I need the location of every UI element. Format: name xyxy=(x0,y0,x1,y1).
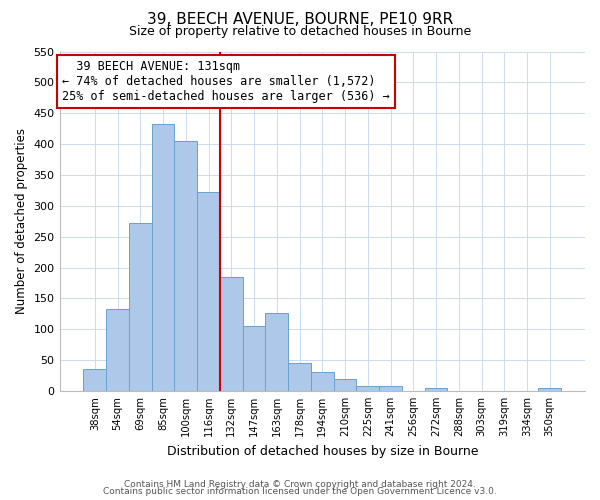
Bar xyxy=(83,370,106,391)
Text: Contains public sector information licensed under the Open Government Licence v3: Contains public sector information licen… xyxy=(103,488,497,496)
Bar xyxy=(175,141,197,391)
Text: Contains HM Land Registry data © Crown copyright and database right 2024.: Contains HM Land Registry data © Crown c… xyxy=(124,480,476,489)
Bar xyxy=(129,223,152,391)
Bar xyxy=(288,362,311,391)
Bar xyxy=(356,386,379,391)
Bar xyxy=(197,192,220,391)
Bar xyxy=(265,312,288,391)
Bar xyxy=(311,372,334,391)
Bar xyxy=(242,326,265,391)
Text: 39 BEECH AVENUE: 131sqm
← 74% of detached houses are smaller (1,572)
25% of semi: 39 BEECH AVENUE: 131sqm ← 74% of detache… xyxy=(62,60,390,103)
Text: 39, BEECH AVENUE, BOURNE, PE10 9RR: 39, BEECH AVENUE, BOURNE, PE10 9RR xyxy=(147,12,453,28)
Bar xyxy=(220,278,242,391)
X-axis label: Distribution of detached houses by size in Bourne: Distribution of detached houses by size … xyxy=(167,444,478,458)
Y-axis label: Number of detached properties: Number of detached properties xyxy=(15,128,28,314)
Bar xyxy=(379,386,402,391)
Text: Size of property relative to detached houses in Bourne: Size of property relative to detached ho… xyxy=(129,24,471,38)
Bar xyxy=(425,388,448,391)
Bar xyxy=(152,124,175,391)
Bar xyxy=(334,378,356,391)
Bar xyxy=(538,388,561,391)
Bar xyxy=(106,309,129,391)
